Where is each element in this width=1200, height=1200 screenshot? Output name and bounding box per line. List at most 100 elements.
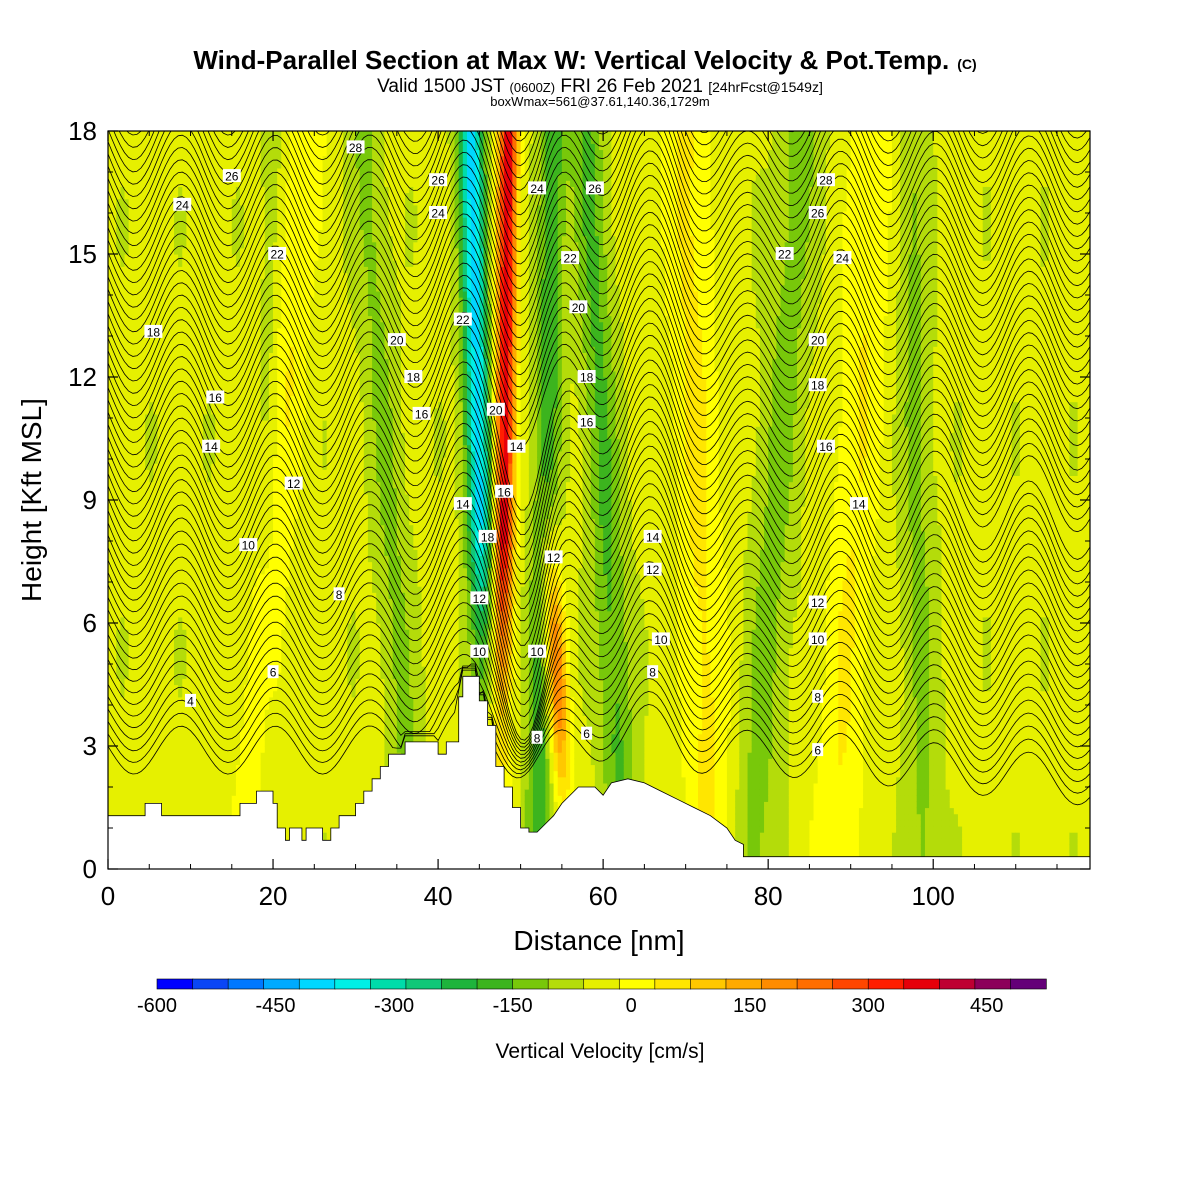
velocity-cell: [149, 536, 154, 544]
velocity-cell: [260, 321, 266, 329]
velocity-cell: [132, 555, 138, 563]
velocity-cell: [202, 684, 208, 692]
velocity-cell: [141, 167, 146, 175]
velocity-cell: [190, 641, 196, 649]
velocity-cell: [120, 174, 126, 181]
velocity-cell: [264, 739, 270, 747]
velocity-cell: [252, 143, 258, 151]
velocity-cell: [165, 536, 171, 544]
velocity-cell: [268, 444, 274, 452]
velocity-cell: [215, 567, 221, 575]
velocity-cell: [268, 186, 274, 194]
velocity-cell: [202, 278, 208, 286]
velocity-cell: [202, 186, 208, 194]
velocity-cell: [157, 217, 163, 224]
velocity-cell: [174, 407, 179, 415]
velocity-cell: [132, 235, 138, 243]
velocity-cell: [124, 733, 130, 741]
velocity-cell: [157, 666, 163, 673]
velocity-cell: [194, 131, 200, 138]
velocity-cell: [198, 377, 204, 384]
velocity-cell: [268, 746, 274, 753]
velocity-cell: [161, 536, 167, 544]
velocity-cell: [277, 610, 282, 618]
velocity-cell: [194, 493, 200, 501]
velocity-cell: [141, 229, 146, 237]
velocity-cell: [145, 229, 150, 237]
velocity-cell: [132, 383, 138, 390]
velocity-cell: [112, 727, 117, 735]
velocity-cell: [264, 629, 270, 636]
velocity-cell: [112, 456, 117, 464]
velocity-cell: [260, 358, 266, 366]
velocity-cell: [256, 776, 262, 784]
velocity-cell: [190, 198, 196, 206]
velocity-cell: [182, 776, 187, 784]
velocity-cell: [227, 635, 233, 643]
velocity-cell: [244, 426, 249, 433]
velocity-cell: [128, 247, 134, 255]
velocity-cell: [252, 192, 258, 200]
velocity-cell: [215, 352, 221, 360]
velocity-cell: [149, 702, 154, 710]
velocity-cell: [211, 463, 216, 470]
velocity-cell: [235, 131, 241, 138]
velocity-cell: [198, 315, 204, 323]
velocity-cell: [141, 389, 146, 397]
velocity-cell: [169, 149, 175, 157]
velocity-cell: [120, 456, 126, 464]
velocity-cell: [227, 297, 233, 304]
velocity-cell: [256, 444, 262, 452]
velocity-cell: [260, 333, 266, 341]
velocity-cell: [116, 260, 121, 267]
velocity-cell: [136, 407, 142, 415]
velocity-cell: [252, 229, 258, 237]
velocity-cell: [248, 217, 254, 224]
velocity-cell: [153, 518, 159, 526]
velocity-cell: [120, 715, 126, 722]
velocity-cell: [161, 192, 167, 200]
velocity-cell: [149, 364, 154, 372]
velocity-cell: [198, 456, 204, 464]
velocity-cell: [207, 782, 212, 790]
velocity-cell: [141, 733, 146, 741]
velocity-cell: [128, 161, 134, 169]
velocity-cell: [178, 586, 183, 593]
velocity-cell: [116, 696, 121, 704]
velocity-cell: [141, 629, 146, 636]
velocity-cell: [190, 407, 196, 415]
velocity-cell: [128, 358, 134, 366]
velocity-cell: [273, 340, 278, 347]
velocity-cell: [273, 235, 278, 243]
velocity-cell: [231, 284, 237, 292]
velocity-cell: [132, 616, 138, 624]
velocity-cell: [194, 284, 200, 292]
velocity-cell: [268, 598, 274, 606]
velocity-cell: [149, 180, 154, 187]
velocity-cell: [161, 401, 167, 409]
velocity-cell: [268, 217, 274, 224]
velocity-cell: [248, 266, 254, 274]
velocity-cell: [256, 333, 262, 341]
velocity-cell: [219, 524, 225, 532]
velocity-cell: [223, 555, 229, 563]
velocity-cell: [194, 456, 200, 464]
velocity-cell: [211, 198, 216, 206]
velocity-cell: [157, 395, 163, 403]
velocity-cell: [132, 223, 138, 230]
velocity-cell: [182, 370, 187, 378]
velocity-cell: [207, 223, 212, 230]
velocity-cell: [186, 641, 192, 649]
velocity-cell: [128, 260, 134, 267]
velocity-cell: [223, 789, 229, 796]
velocity-cell: [244, 401, 249, 409]
velocity-cell: [149, 506, 154, 513]
velocity-cell: [124, 696, 130, 704]
velocity-cell: [207, 770, 212, 778]
velocity-cell: [260, 776, 266, 784]
velocity-cell: [186, 764, 192, 772]
velocity-cell: [268, 579, 274, 587]
velocity-cell: [132, 598, 138, 606]
velocity-cell: [211, 321, 216, 329]
velocity-cell: [223, 678, 229, 686]
